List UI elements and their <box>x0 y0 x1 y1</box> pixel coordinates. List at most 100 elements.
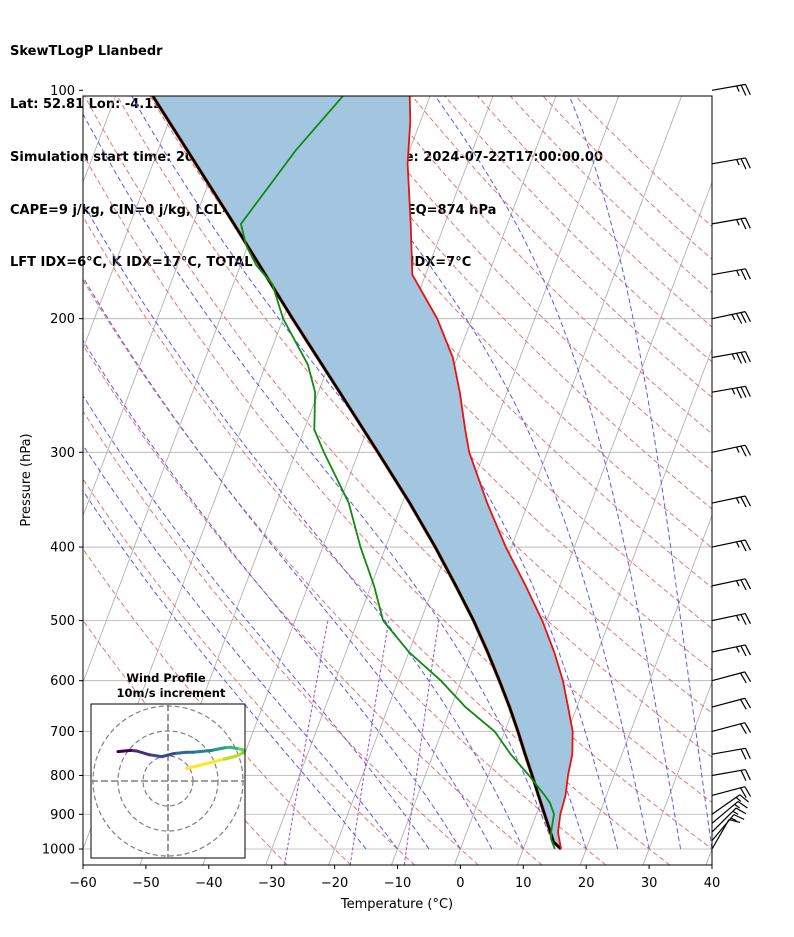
wind-barb <box>711 311 752 324</box>
isotherm-line <box>453 181 712 865</box>
hodograph-segment <box>185 763 201 770</box>
isotherm-line <box>391 96 683 865</box>
cape-area <box>152 96 573 849</box>
inset-subtitle: 10m/s increment <box>117 686 226 700</box>
wind-barb <box>711 794 750 815</box>
hodograph-segment <box>147 753 164 759</box>
background-grid <box>83 90 794 865</box>
y-tick-label: 700 <box>50 725 75 740</box>
hodograph-area <box>91 704 245 858</box>
inset-title: Wind Profile <box>126 671 206 685</box>
hodograph-segment <box>197 760 214 767</box>
dry-adiabat-line <box>378 96 712 435</box>
y-axis-label: Pressure (hPa) <box>19 433 34 526</box>
wind-barb <box>711 612 752 625</box>
wind-barb <box>711 800 748 824</box>
hodograph-segment <box>222 754 239 761</box>
moist-adiabat-line <box>83 444 398 850</box>
x-tick-label: −10 <box>384 876 411 891</box>
isotherm-line <box>642 681 712 865</box>
wind-barb <box>711 444 752 457</box>
dry-adiabat-line <box>83 547 352 865</box>
wind-barbs <box>711 83 752 850</box>
hodograph-segment <box>135 749 151 757</box>
y-tick-label: 600 <box>50 674 75 689</box>
x-tick-label: −60 <box>69 876 96 891</box>
axes: −60 −50 −40 −30 −20 −10 0 10 20 30 40 1000 900 800 700… <box>42 84 720 891</box>
x-tick-label: −50 <box>132 876 159 891</box>
dry-adiabat-line <box>83 344 543 865</box>
y-tick-label: 800 <box>50 769 75 784</box>
dry-adiabat-line <box>313 96 712 510</box>
wind-barb <box>711 644 752 657</box>
mixing-ratio-line <box>284 620 329 865</box>
x-tick-label: 0 <box>456 876 464 891</box>
y-tick-label: 500 <box>50 614 75 629</box>
hodograph-segment <box>116 749 126 754</box>
moist-adiabat-line <box>434 96 681 850</box>
profile-lines <box>150 96 574 851</box>
moist-adiabat-line <box>304 96 650 850</box>
y-tick-label: 100 <box>50 84 75 99</box>
dry-adiabat-line <box>574 96 712 228</box>
wind-barb <box>711 351 751 364</box>
moist-adiabat-line <box>83 394 430 850</box>
wind-barb <box>711 385 751 399</box>
x-tick-label: 10 <box>515 876 532 891</box>
dry-adiabat-line <box>83 478 416 865</box>
isotherm-line <box>83 96 179 351</box>
isotherm-line <box>769 90 794 865</box>
temperature-line <box>406 96 574 850</box>
wind-barb <box>711 786 752 798</box>
wind-barb <box>711 768 751 781</box>
wind-barb <box>711 268 751 281</box>
dewpoint-line <box>239 96 556 850</box>
moist-adiabat-line <box>83 489 367 850</box>
wind-barb <box>711 671 752 684</box>
x-tick-label: −20 <box>321 876 348 891</box>
dry-adiabat-line <box>83 410 479 865</box>
y-tick-label: 300 <box>50 446 75 461</box>
x-tick-label: 40 <box>704 876 721 891</box>
isotherm-line <box>83 96 242 517</box>
wind-barb <box>711 578 752 591</box>
title-station: SkewTLogP Llanbedr <box>10 44 163 60</box>
moist-adiabat-line <box>83 112 556 850</box>
moist-adiabat-line <box>83 339 461 850</box>
x-tick-label: 20 <box>578 876 595 891</box>
dry-adiabat-line <box>280 96 712 549</box>
hodograph-segment <box>210 757 226 764</box>
wind-barb <box>711 814 745 842</box>
hodograph-segment <box>160 752 176 759</box>
x-tick-label: −30 <box>258 876 285 891</box>
isotherm-line <box>705 847 712 865</box>
dry-adiabat-line <box>149 96 712 714</box>
dry-adiabat-line <box>83 215 671 865</box>
dry-adiabat-line <box>542 96 712 260</box>
dry-adiabat-line <box>83 279 607 865</box>
y-tick-label: 400 <box>50 541 75 556</box>
wind-barb <box>711 722 752 734</box>
wind-barb <box>711 747 751 760</box>
wind-barb <box>711 697 752 710</box>
dry-adiabat-line <box>345 96 712 472</box>
dry-adiabat-line <box>182 96 712 671</box>
y-tick-label: 1000 <box>42 843 75 858</box>
dry-adiabat-line <box>247 96 712 589</box>
isotherm-line <box>579 514 712 865</box>
isotherm-line <box>202 96 494 865</box>
wind-barb <box>711 807 747 833</box>
x-tick-label: 30 <box>641 876 658 891</box>
x-tick-label: −40 <box>195 876 222 891</box>
moist-adiabat-line <box>568 96 712 850</box>
parcel-line <box>151 96 562 850</box>
wind-barb <box>711 495 752 508</box>
mixing-ratio-line <box>349 620 390 865</box>
wind-barb <box>711 217 751 230</box>
y-tick-label: 200 <box>50 312 75 327</box>
x-axis-label: Temperature (°C) <box>340 897 453 912</box>
mixing-ratio-line <box>403 620 440 865</box>
wind-barb <box>711 539 752 552</box>
